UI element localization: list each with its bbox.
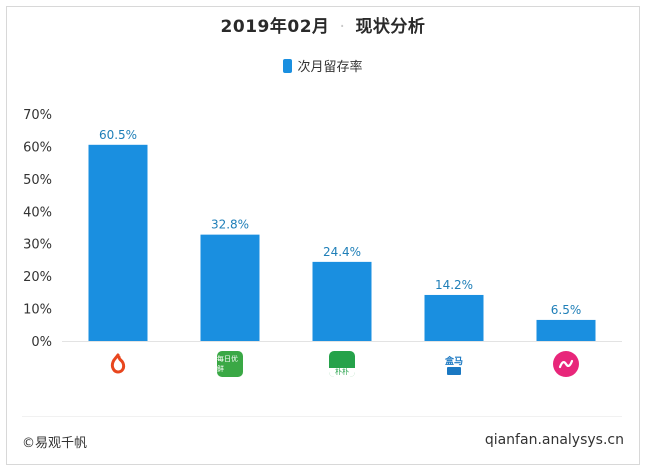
bar-1[interactable] [88,144,148,341]
y-tick-label: 20% [23,270,52,285]
y-tick-label: 10% [23,303,52,318]
y-tick-label: 60% [23,140,52,155]
icon-caption: 盒马 [444,356,463,367]
footer-divider [22,416,622,417]
bar-value-label-3: 24.4% [323,245,361,259]
bar-3[interactable] [312,261,372,341]
icon-caption: 朴朴 [329,368,355,377]
title-date: 2019年02月 [220,17,330,37]
y-tick-label: 0% [31,335,52,350]
bar-value-label-5: 6.5% [551,303,582,317]
bar-2[interactable] [200,234,260,341]
y-tick-label: 40% [23,205,52,220]
title-separator: · [339,17,346,37]
icon-caption: 每日优鲜 [217,355,238,373]
y-tick-label: 30% [23,238,52,253]
pink-circle-logo-icon [553,351,579,377]
bar-value-label-1: 60.5% [99,128,137,142]
legend-label: 次月留存率 [297,60,363,75]
copyright-text: ©易观千帆 [22,436,88,451]
y-tick-label: 50% [23,173,52,188]
legend-swatch [283,59,293,73]
hema-logo-icon: 盒马 [441,351,467,377]
orange-drop-logo-icon [105,351,131,377]
source-url[interactable]: qianfan.analysys.cn [484,432,624,448]
green-square-logo-icon: 每日优鲜 [217,351,243,377]
bar-value-label-2: 32.8% [211,218,249,232]
green-bird-logo-icon: 朴朴 [329,351,355,377]
y-tick-label: 70% [23,108,52,123]
chart-title: 2019年02月 · 现状分析 [0,12,646,37]
bar-4[interactable] [424,294,484,341]
bar-value-label-4: 14.2% [435,278,473,292]
legend[interactable]: 次月留存率 [0,56,646,75]
title-name: 现状分析 [355,17,426,37]
icon-box-shape [447,366,461,375]
bar-5[interactable] [536,319,596,341]
